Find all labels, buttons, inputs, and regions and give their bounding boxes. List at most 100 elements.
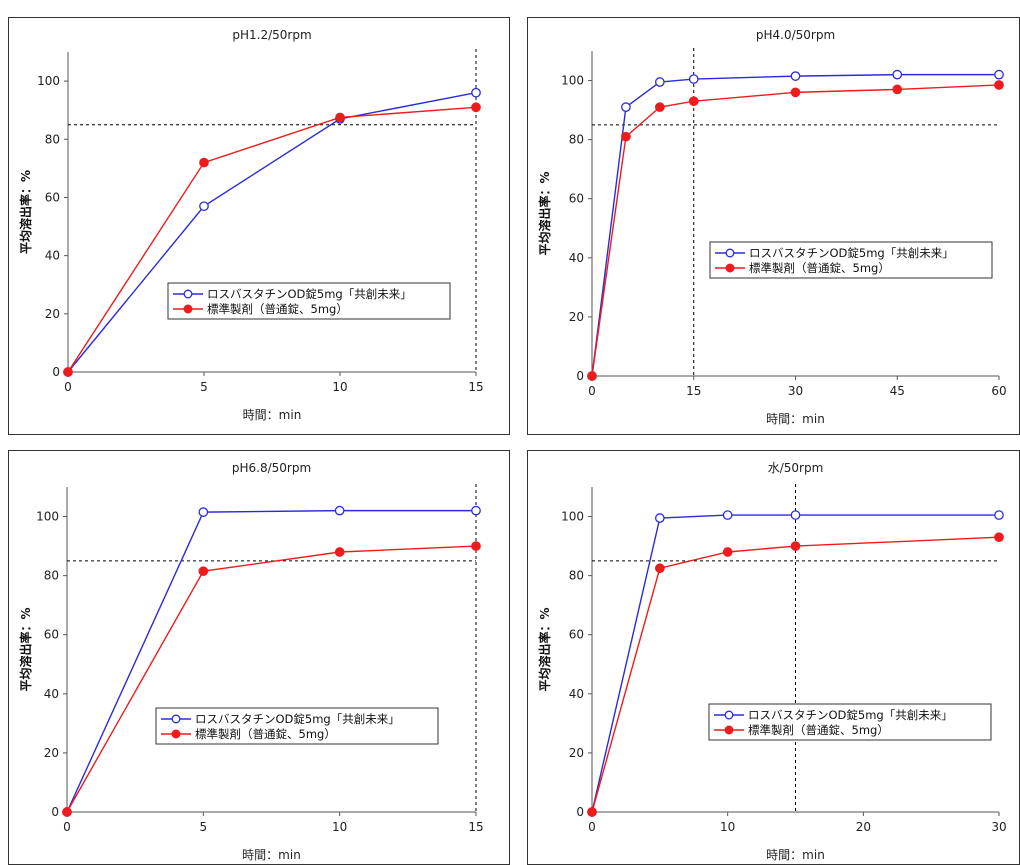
data-point	[994, 80, 1004, 90]
data-point	[335, 112, 345, 123]
y-tick-label: 60	[569, 192, 584, 206]
data-point	[654, 77, 665, 87]
data-point	[994, 510, 1004, 520]
chart-title: pH1.2/50rpm	[232, 28, 311, 42]
data-point	[199, 201, 209, 212]
data-point	[722, 547, 733, 557]
data-point	[471, 87, 481, 98]
data-point	[198, 566, 209, 577]
legend-label: 標準製剤（普通錠、5mg）	[749, 261, 890, 275]
panel-frame	[527, 17, 1020, 435]
y-tick-label: 20	[569, 746, 584, 760]
data-point	[654, 513, 665, 523]
x-axis-label: 時間：min	[243, 408, 302, 422]
y-tick-label: 60	[569, 628, 584, 642]
data-point	[994, 69, 1004, 80]
x-axis-label: 時間：min	[766, 412, 825, 426]
legend-label: ロスバスタチンOD錠5mg「共創未来」	[207, 287, 412, 301]
x-tick-label: 15	[468, 820, 483, 834]
y-tick-label: 40	[44, 687, 59, 701]
series-line	[66, 545, 477, 813]
x-tick-label: 15	[468, 380, 483, 394]
x-tick-label: 10	[332, 380, 347, 394]
y-tick-label: 80	[45, 132, 60, 146]
legend-marker	[171, 729, 181, 739]
legend-box	[167, 282, 451, 320]
y-tick-label: 0	[51, 805, 59, 819]
data-point	[471, 505, 481, 516]
y-tick-label: 80	[44, 569, 59, 583]
panel-frame	[527, 450, 1020, 865]
data-point	[654, 563, 665, 574]
data-point	[892, 69, 903, 80]
data-point	[471, 102, 481, 113]
x-tick-label: 0	[63, 820, 71, 834]
legend-box	[708, 703, 992, 741]
data-point	[722, 510, 733, 520]
chart-title: pH6.8/50rpm	[232, 461, 311, 475]
legend-label: 標準製剤（普通錠、5mg）	[748, 723, 889, 737]
y-tick-label: 100	[561, 510, 584, 524]
chart-ph1-2: pH1.2/50rpm 0 20 40 60 80 100 0 5 10 15 時間：min 平均溶出率…	[8, 17, 510, 435]
chart-ph6-8: pH6.8/50rpm 0 20 40 60 80 100 0 5 10 15 時間：min 平均溶出率…	[8, 450, 510, 865]
x-tick-label: 10	[720, 820, 735, 834]
y-axis-label: 平均溶出率：%	[18, 607, 33, 691]
data-point	[334, 505, 345, 516]
y-tick-label: 100	[37, 74, 60, 88]
chart-water: 水/50rpm 0 20 40 60 80 100 0 10 20 30 時間：min 平均溶出率：% ロ…	[527, 450, 1020, 865]
x-tick-label: 0	[588, 820, 596, 834]
legend-marker	[724, 725, 734, 735]
x-axis-label: 時間：min	[242, 848, 301, 862]
legend-label: 標準製剤（普通錠、5mg）	[195, 727, 336, 741]
x-tick-label: 30	[788, 384, 803, 398]
y-tick-label: 40	[45, 249, 60, 263]
y-tick-label: 20	[45, 307, 60, 321]
data-point	[587, 807, 597, 817]
y-tick-label: 80	[569, 569, 584, 583]
legend-marker	[725, 248, 735, 258]
chart-ph4-0: pH4.0/50rpm 0 20 40 60 80 100 0 15 30 45 60 時間：min 平均…	[527, 17, 1020, 435]
x-tick-label: 20	[856, 820, 871, 834]
legend-marker	[183, 304, 193, 314]
data-point	[199, 157, 209, 168]
x-tick-label: 0	[64, 380, 72, 394]
y-tick-label: 0	[52, 365, 60, 379]
x-tick-label: 5	[200, 820, 208, 834]
data-point	[63, 367, 73, 377]
legend-marker	[171, 714, 181, 724]
data-point	[621, 131, 631, 142]
y-tick-label: 60	[44, 628, 59, 642]
x-tick-label: 45	[890, 384, 905, 398]
legend-label: ロスバスタチンOD錠5mg「共創未来」	[749, 246, 954, 260]
y-axis-label: 平均溶出率：%	[537, 171, 552, 255]
y-tick-label: 0	[576, 369, 584, 383]
legend-marker	[183, 289, 193, 299]
x-tick-label: 60	[991, 384, 1006, 398]
panel-frame	[8, 17, 510, 435]
y-tick-label: 40	[569, 687, 584, 701]
data-point	[654, 102, 665, 112]
y-tick-label: 20	[569, 310, 584, 324]
chart-title: pH4.0/50rpm	[756, 28, 835, 42]
series-line	[66, 509, 476, 813]
panel-frame	[8, 450, 510, 865]
x-tick-label: 0	[588, 384, 596, 398]
x-axis-label: 時間：min	[766, 848, 825, 862]
legend-label: 標準製剤（普通錠、5mg）	[207, 302, 348, 316]
series-line	[67, 92, 477, 373]
data-point	[790, 510, 801, 520]
data-point	[621, 102, 631, 112]
data-point	[587, 371, 597, 381]
legend-label: ロスバスタチンOD錠5mg「共創未来」	[195, 712, 400, 726]
x-tick-label: 5	[200, 380, 208, 394]
chart-title: 水/50rpm	[768, 461, 824, 475]
y-tick-label: 60	[45, 190, 60, 204]
y-tick-label: 0	[576, 805, 584, 819]
y-axis-label: 平均溶出率：%	[18, 170, 33, 254]
data-point	[688, 74, 699, 84]
data-point	[334, 547, 345, 557]
data-point	[892, 84, 903, 95]
data-point	[198, 507, 209, 517]
y-tick-label: 40	[569, 251, 584, 265]
legend-marker	[724, 710, 734, 720]
